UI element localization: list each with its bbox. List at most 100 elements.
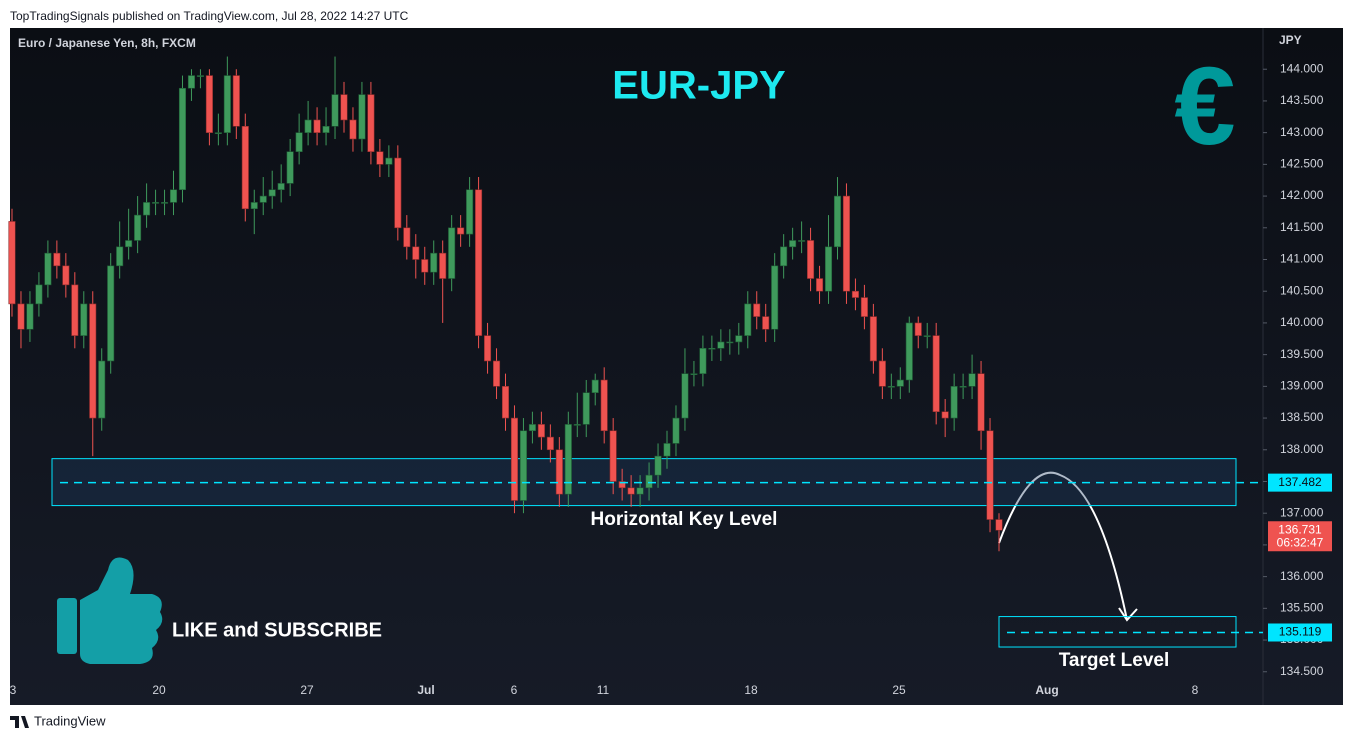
candle-body	[510, 417, 519, 501]
footer-brand: TradingView	[34, 713, 106, 728]
candle-body	[753, 303, 761, 317]
candle-body	[196, 75, 204, 77]
arrow-head	[1118, 607, 1138, 622]
candle-body	[205, 75, 213, 133]
candle-body	[241, 126, 249, 210]
candle-body	[860, 297, 868, 317]
candle-body	[609, 430, 617, 482]
euro-logo: €	[1174, 45, 1235, 168]
candle-body	[152, 202, 160, 204]
chart-title: EUR-JPY	[612, 64, 786, 108]
candle-body	[223, 75, 231, 133]
candle-body	[169, 189, 178, 203]
candle-body	[403, 227, 411, 248]
candle-body	[134, 214, 142, 241]
candle-body	[394, 157, 402, 229]
candle-body	[842, 195, 850, 292]
candle-body	[851, 290, 859, 298]
candle-body	[726, 341, 734, 344]
y-tick-label: 138.500	[1280, 410, 1324, 424]
candle-body	[546, 436, 554, 451]
countdown: 06:32:47	[1277, 535, 1324, 549]
candle-body	[905, 322, 913, 381]
x-tick-label: Aug	[1035, 683, 1058, 697]
candle-body	[762, 316, 770, 330]
y-tick-label: 140.500	[1280, 283, 1324, 297]
candle-body	[439, 252, 447, 279]
candle-body	[645, 474, 653, 489]
candle-body	[80, 303, 88, 336]
candle-body	[26, 303, 34, 330]
publisher-line: TopTradingSignals published on TradingVi…	[10, 9, 409, 23]
candle-body	[807, 240, 815, 279]
candle-body	[268, 189, 276, 197]
candle-body	[475, 189, 483, 336]
candle-body	[789, 240, 797, 248]
candle-body	[986, 430, 994, 520]
y-tick-label: 142.500	[1280, 157, 1324, 171]
level-price-box	[1268, 623, 1332, 642]
candle-body	[878, 360, 886, 387]
candle-body	[600, 379, 608, 432]
candle-body	[869, 316, 877, 362]
candle-body	[457, 227, 465, 235]
candle-body	[780, 246, 788, 267]
candle-body	[62, 265, 70, 286]
candle-body	[358, 94, 366, 140]
candle-body	[887, 386, 895, 388]
y-tick-label: 139.000	[1280, 379, 1324, 393]
candle-body	[107, 265, 115, 362]
candle-body	[627, 487, 635, 495]
candle-body	[17, 303, 25, 330]
candle-body	[923, 335, 931, 337]
candle-body	[959, 386, 967, 388]
candle-body	[528, 424, 536, 432]
footer-logo	[10, 716, 29, 728]
candle-body	[519, 430, 527, 501]
y-tick-label: 136.000	[1280, 569, 1324, 583]
candle-body	[484, 335, 492, 362]
y-tick-label: 138.000	[1280, 442, 1324, 456]
level-zone	[51, 458, 1237, 507]
candle-body	[412, 246, 420, 260]
currency: JPY	[1279, 33, 1302, 47]
candle-body	[492, 360, 501, 387]
candle-body	[771, 265, 779, 330]
candle-body	[582, 392, 590, 425]
candle-body	[824, 246, 833, 292]
level-price-box	[1268, 473, 1332, 492]
last-price-label: 136.731	[1278, 522, 1322, 536]
x-tick-label: 8	[1192, 683, 1199, 697]
y-tick-label: 135.500	[1280, 601, 1324, 615]
candle-body	[735, 335, 743, 343]
symbol-line: Euro / Japanese Yen, 8h, FXCM	[18, 36, 196, 50]
candle-body	[968, 373, 976, 387]
projection-arrow	[998, 471, 1128, 621]
x-tick-label: 27	[300, 683, 314, 697]
candle-body	[232, 75, 240, 127]
x-tick-label: 18	[744, 683, 758, 697]
candle-body	[636, 487, 644, 495]
x-tick-label: 11	[597, 683, 610, 697]
candle-body	[89, 303, 97, 419]
candle-body	[537, 424, 545, 438]
candle-body	[161, 202, 169, 204]
candle-body	[466, 189, 474, 235]
level-price-label: 137.482	[1278, 475, 1322, 489]
candle-body	[367, 94, 375, 152]
candle-body	[977, 373, 985, 432]
candle-body	[421, 259, 429, 273]
candle-body	[385, 157, 393, 165]
candle-body	[564, 424, 572, 495]
x-tick-label: Jul	[417, 683, 434, 697]
candle-body	[995, 519, 1003, 531]
y-tick-label: 134.500	[1280, 664, 1324, 678]
y-tick-label: 142.000	[1280, 188, 1324, 202]
candle-body	[717, 341, 725, 349]
level-name: Target Level	[1059, 650, 1170, 671]
y-tick-label: 141.000	[1280, 252, 1324, 266]
candle-body	[331, 94, 339, 127]
candle-body	[681, 373, 689, 419]
candle-body	[313, 119, 321, 133]
